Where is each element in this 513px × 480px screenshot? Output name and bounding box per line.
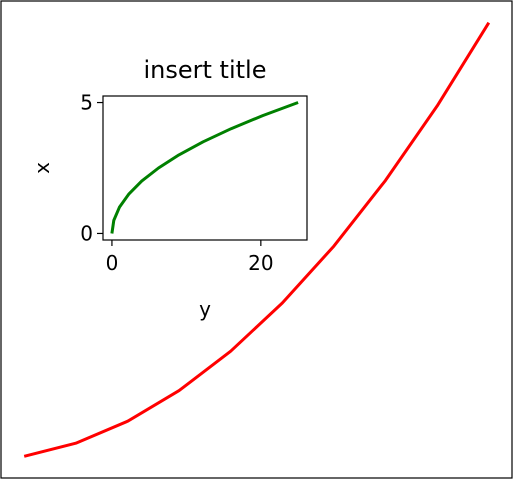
- inset-x-axis-label: y: [199, 297, 211, 321]
- inset-axes: insert title 0 20 0 5 y x: [30, 56, 308, 321]
- inset-y-tick-label: 0: [80, 221, 93, 245]
- inset-ticks: 0 20 0 5: [80, 91, 273, 275]
- inset-y-tick-label: 5: [80, 91, 93, 115]
- inset-series-line: [110, 101, 299, 234]
- inset-y-axis-label: x: [30, 162, 54, 174]
- inset-title: insert title: [144, 56, 267, 84]
- inset-x-tick-label: 20: [248, 251, 273, 275]
- inset-plot-frame: [102, 95, 308, 241]
- main-series-line: [23, 21, 491, 458]
- inset-x-tick-label: 0: [106, 251, 119, 275]
